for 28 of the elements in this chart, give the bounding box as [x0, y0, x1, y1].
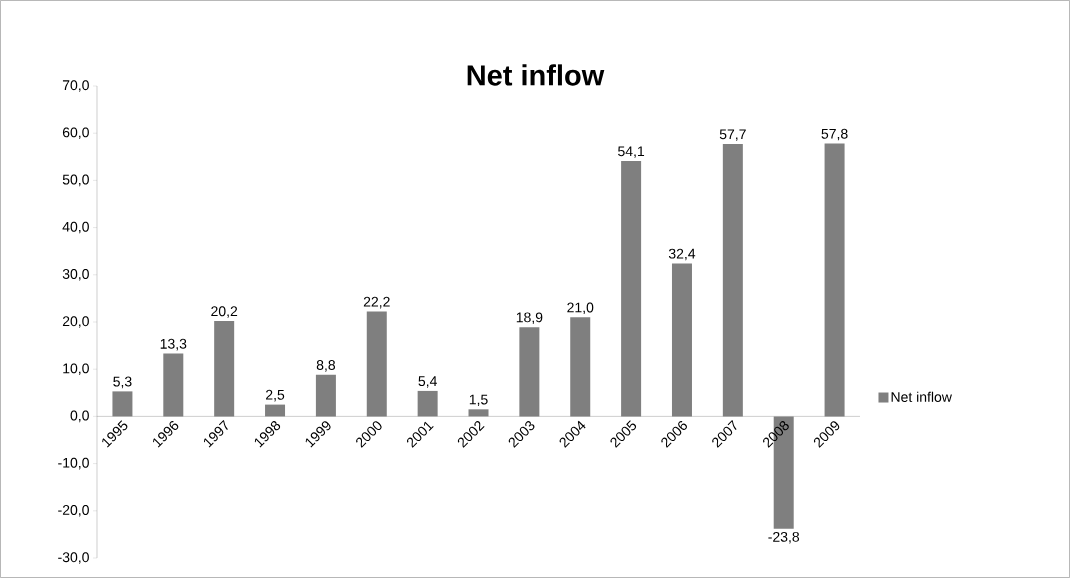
y-tick-label: 10,0: [63, 363, 89, 375]
data-label: 22,2: [363, 296, 390, 309]
data-label: 20,2: [211, 306, 238, 318]
y-tick-label: 70,0: [62, 80, 89, 92]
data-label: -23,8: [768, 531, 800, 544]
y-tick-label: 20,0: [62, 316, 89, 328]
y-tick-label: 60,0: [62, 127, 89, 139]
data-label: 18,9: [516, 312, 543, 324]
data-label: 21,0: [567, 302, 594, 315]
data-label: 13,3: [160, 338, 187, 351]
data-label: 5,3: [113, 376, 132, 389]
y-tick-label: -20,0: [58, 505, 89, 517]
y-tick-label: 0,0: [70, 410, 89, 423]
data-label: 5,4: [418, 376, 437, 388]
data-label: 54,1: [618, 146, 645, 158]
y-tick-label: -30,0: [58, 552, 89, 564]
data-label: 8,8: [316, 360, 336, 372]
data-label: 2,5: [266, 389, 285, 402]
chart-title: Net inflow: [467, 64, 605, 86]
legend-label: Net inflow: [891, 391, 952, 402]
y-tick-label: -10,0: [58, 457, 89, 470]
y-tick-label: 40,0: [62, 221, 89, 234]
data-label: 57,8: [821, 128, 848, 141]
data-label: 57,7: [719, 129, 746, 141]
data-label: 32,4: [668, 248, 696, 261]
data-label: 1,5: [469, 394, 488, 407]
y-tick-label: 30,0: [62, 269, 89, 281]
y-tick-label: 50,0: [62, 174, 89, 187]
